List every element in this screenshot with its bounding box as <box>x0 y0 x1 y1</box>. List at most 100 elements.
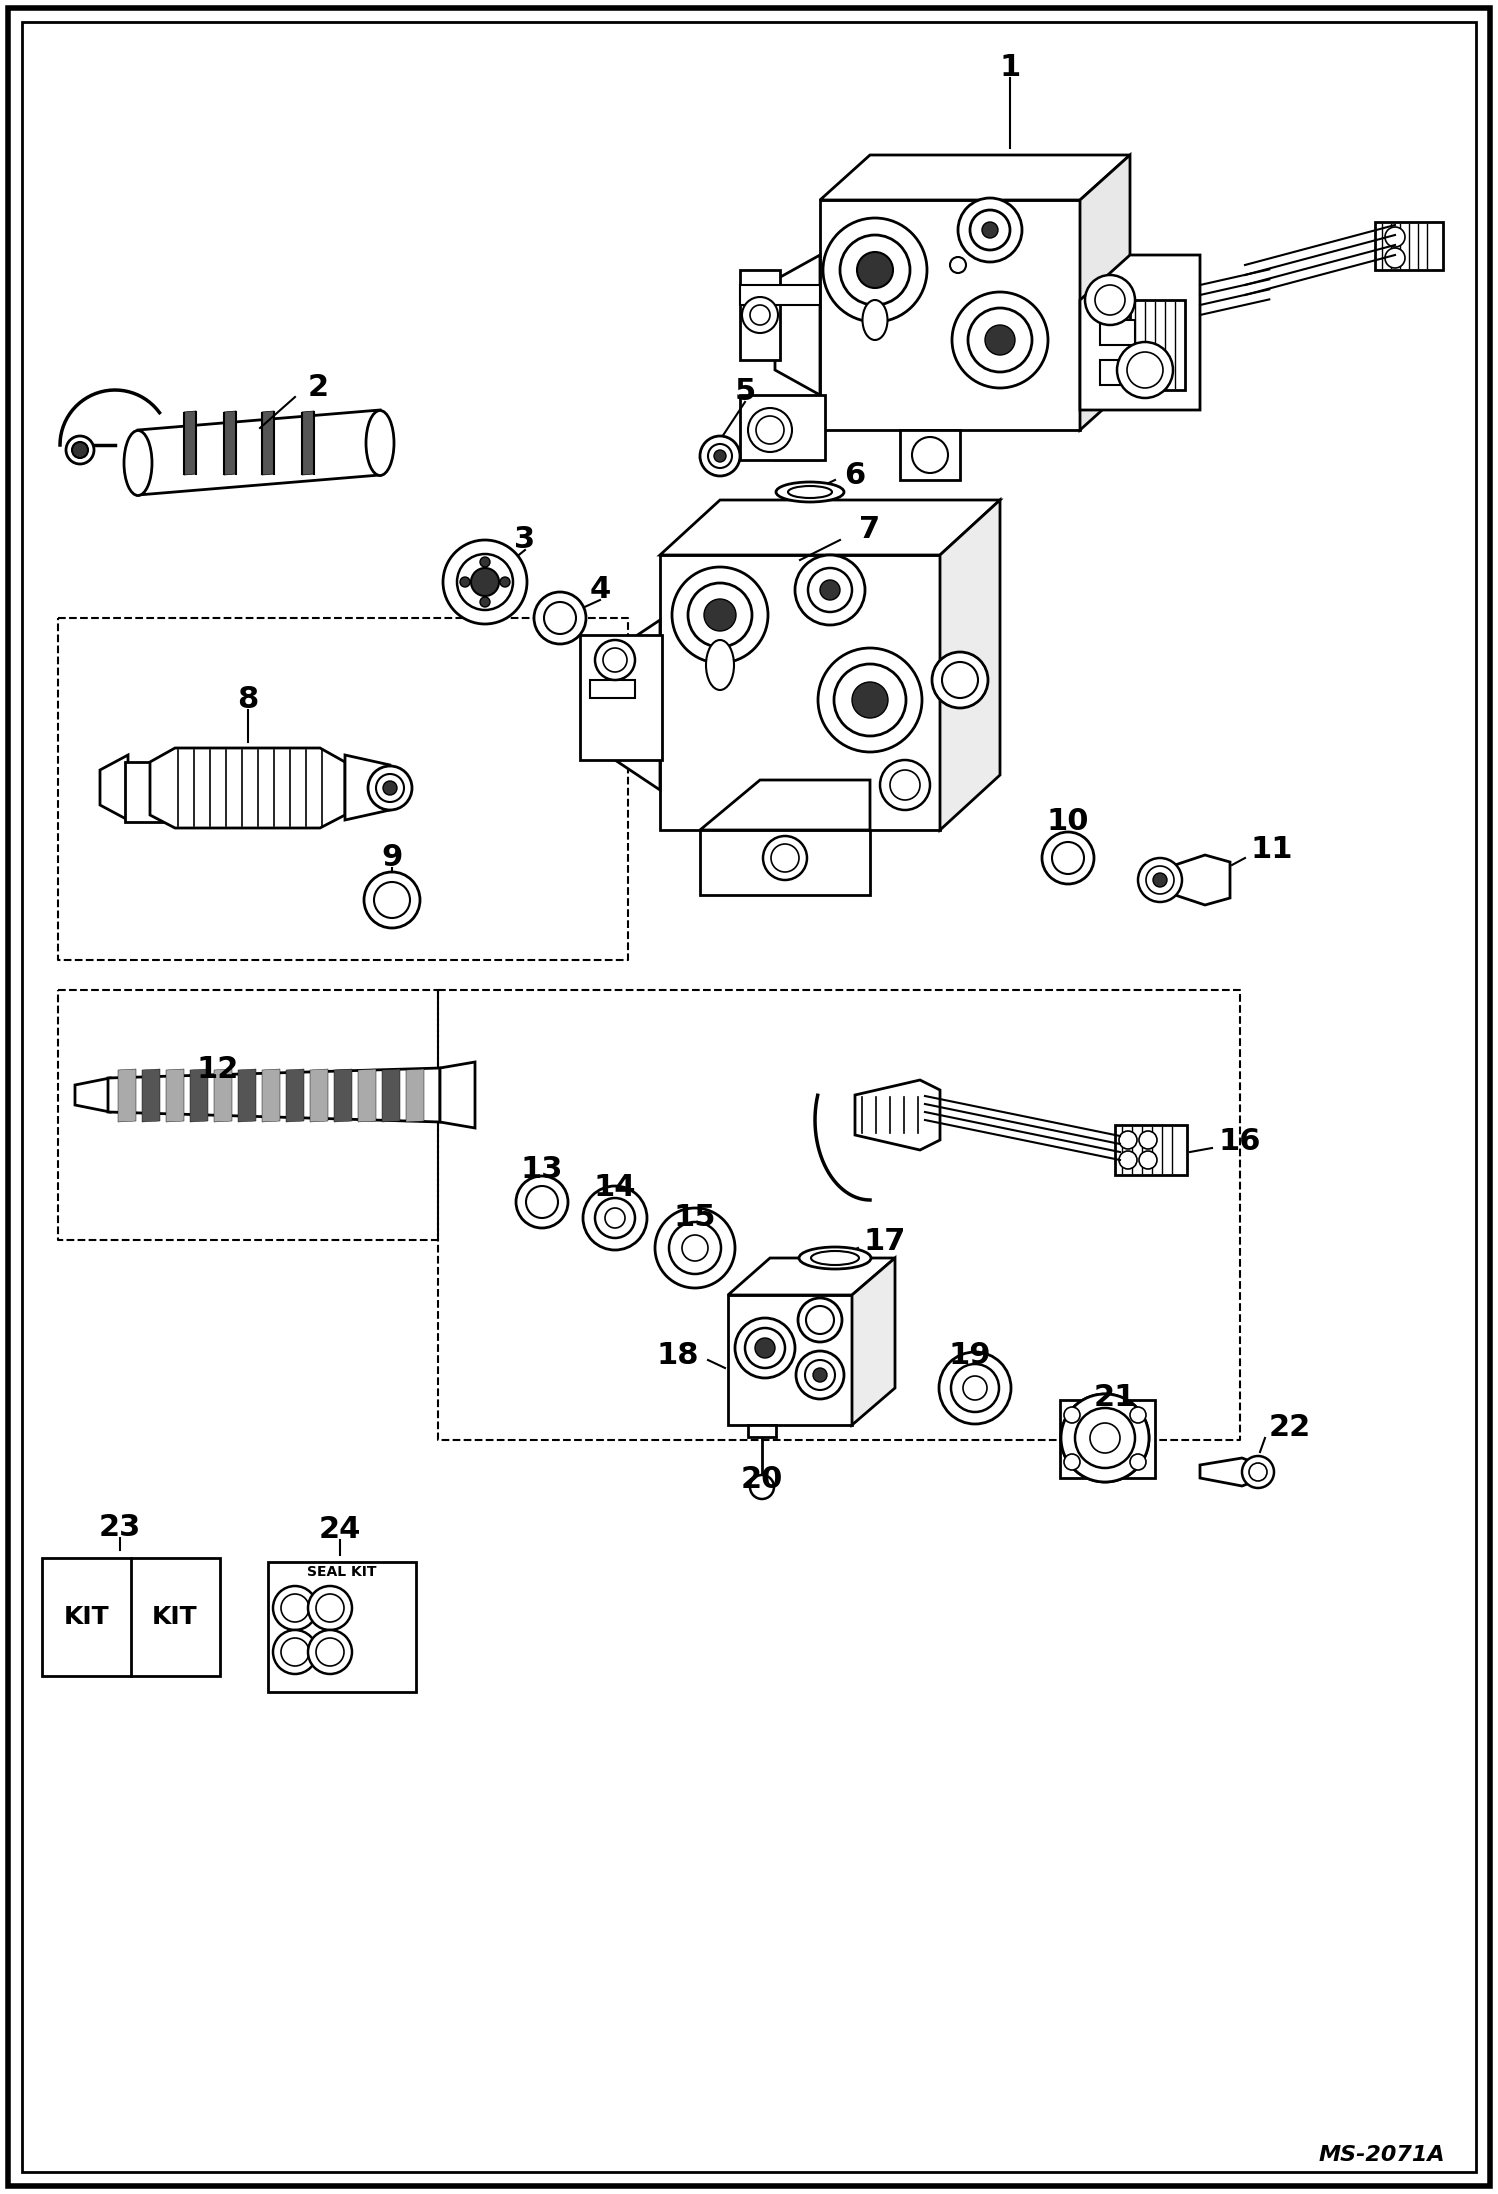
Circle shape <box>950 257 966 272</box>
Text: 14: 14 <box>593 1174 637 1202</box>
Circle shape <box>604 647 628 671</box>
Circle shape <box>806 1305 834 1334</box>
Circle shape <box>986 325 1016 355</box>
Polygon shape <box>700 829 870 895</box>
Circle shape <box>66 437 94 463</box>
Circle shape <box>583 1187 647 1251</box>
Circle shape <box>834 665 906 735</box>
Circle shape <box>273 1630 318 1674</box>
Bar <box>1128 1400 1147 1420</box>
Bar <box>124 761 175 823</box>
Circle shape <box>700 437 740 476</box>
Ellipse shape <box>124 430 151 496</box>
Text: KIT: KIT <box>64 1606 109 1628</box>
Polygon shape <box>108 1068 440 1121</box>
Ellipse shape <box>810 1251 858 1266</box>
Circle shape <box>953 292 1049 388</box>
Circle shape <box>715 450 727 463</box>
Bar <box>1062 1400 1082 1420</box>
Bar <box>268 1562 416 1692</box>
Polygon shape <box>774 395 819 461</box>
Circle shape <box>807 568 852 612</box>
Polygon shape <box>406 1068 424 1121</box>
Text: 23: 23 <box>99 1514 141 1542</box>
Circle shape <box>795 1352 843 1400</box>
Circle shape <box>1091 1424 1121 1452</box>
Polygon shape <box>1159 856 1230 904</box>
Bar <box>740 395 825 461</box>
Circle shape <box>1126 351 1162 388</box>
Polygon shape <box>303 410 315 474</box>
Circle shape <box>709 443 733 467</box>
Text: 19: 19 <box>948 1341 992 1369</box>
Circle shape <box>533 592 586 645</box>
Text: 22: 22 <box>1269 1413 1311 1441</box>
Circle shape <box>704 599 736 632</box>
Circle shape <box>1146 867 1174 893</box>
Text: 21: 21 <box>1094 1384 1135 1413</box>
Circle shape <box>798 1299 842 1343</box>
Circle shape <box>750 305 770 325</box>
Circle shape <box>819 579 840 599</box>
Text: 20: 20 <box>742 1466 783 1494</box>
Circle shape <box>1061 1393 1149 1481</box>
Bar <box>745 305 774 316</box>
Circle shape <box>273 1586 318 1630</box>
Circle shape <box>968 307 1032 373</box>
Text: 1: 1 <box>999 53 1020 83</box>
Polygon shape <box>75 1077 109 1112</box>
Polygon shape <box>700 781 870 829</box>
Circle shape <box>912 437 948 474</box>
Polygon shape <box>900 430 960 480</box>
Circle shape <box>316 1595 345 1621</box>
Polygon shape <box>1200 1459 1258 1485</box>
Polygon shape <box>1061 1400 1155 1479</box>
Polygon shape <box>661 500 1001 555</box>
Circle shape <box>655 1209 736 1288</box>
Circle shape <box>755 1338 774 1358</box>
Circle shape <box>457 555 512 610</box>
Circle shape <box>756 417 783 443</box>
Circle shape <box>762 836 807 880</box>
Circle shape <box>526 1187 557 1218</box>
Circle shape <box>1085 274 1135 325</box>
Circle shape <box>890 770 920 801</box>
Polygon shape <box>286 1068 304 1121</box>
Ellipse shape <box>706 641 734 689</box>
Polygon shape <box>382 1068 400 1121</box>
Circle shape <box>282 1639 309 1665</box>
Circle shape <box>1153 873 1167 886</box>
Circle shape <box>383 781 397 794</box>
Circle shape <box>500 577 509 588</box>
Polygon shape <box>1080 156 1129 430</box>
Polygon shape <box>440 1062 475 1128</box>
Text: 9: 9 <box>382 842 403 873</box>
Polygon shape <box>345 755 389 821</box>
Ellipse shape <box>366 410 394 476</box>
Polygon shape <box>184 410 196 474</box>
Circle shape <box>1076 1409 1135 1468</box>
Polygon shape <box>728 1257 894 1294</box>
Text: 10: 10 <box>1047 807 1089 836</box>
Polygon shape <box>100 755 127 821</box>
Text: 8: 8 <box>237 685 259 715</box>
Ellipse shape <box>788 487 831 498</box>
Circle shape <box>515 1176 568 1229</box>
Circle shape <box>971 211 1010 250</box>
Circle shape <box>374 882 410 917</box>
Text: 15: 15 <box>674 1205 716 1233</box>
Circle shape <box>879 759 930 810</box>
Circle shape <box>745 1327 785 1369</box>
Text: 11: 11 <box>1251 836 1293 864</box>
Polygon shape <box>334 1068 352 1121</box>
Ellipse shape <box>798 1246 870 1268</box>
Polygon shape <box>728 1294 852 1424</box>
Bar <box>580 634 662 759</box>
Circle shape <box>771 845 798 871</box>
Text: 6: 6 <box>845 461 866 489</box>
Circle shape <box>479 557 490 566</box>
Circle shape <box>1061 1393 1149 1481</box>
Text: 16: 16 <box>1219 1128 1261 1156</box>
Circle shape <box>605 1209 625 1229</box>
Circle shape <box>951 1365 999 1413</box>
